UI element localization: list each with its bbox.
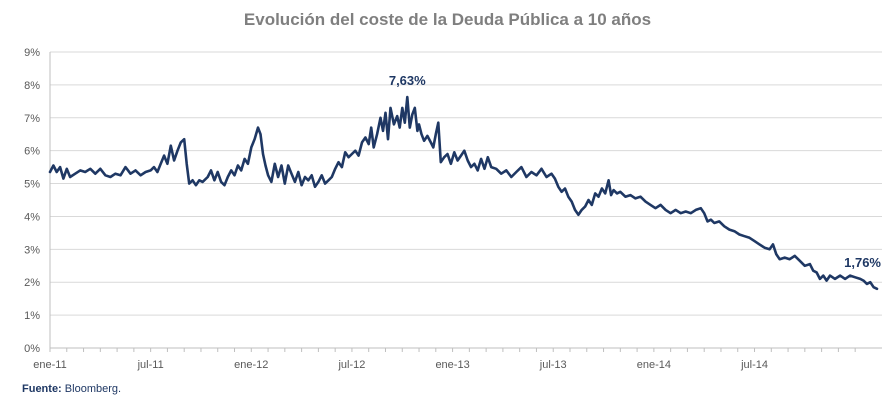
x-tick-label: ene-12 bbox=[234, 359, 268, 371]
grid-layer bbox=[50, 51, 882, 316]
x-tick-label: ene-13 bbox=[435, 359, 469, 371]
y-tick-label: 1% bbox=[24, 310, 40, 322]
source-text: Bloomberg. bbox=[64, 383, 122, 395]
y-tick-label: 7% bbox=[24, 113, 40, 125]
y-tick-label: 3% bbox=[24, 244, 40, 256]
x-tick-label: ene-14 bbox=[637, 359, 671, 371]
y-tick-label: 0% bbox=[24, 343, 40, 355]
y-tick-label: 5% bbox=[24, 179, 40, 191]
axis-layer: 0% 1% 2% 3% 4% 5% 6% 7% 8% 9% ene-11 jul-11 ene-12 ju… bbox=[24, 47, 882, 371]
y-tick-label: 2% bbox=[24, 277, 40, 289]
x-tick-label: ene-11 bbox=[33, 359, 66, 371]
x-tick-label: jul-13 bbox=[539, 359, 567, 371]
y-tick-label: 9% bbox=[24, 47, 40, 59]
x-tick-label: jul-14 bbox=[740, 359, 768, 371]
data-label: 1,76% bbox=[844, 255, 881, 270]
series-layer bbox=[48, 95, 879, 291]
data-label: 7,63% bbox=[389, 73, 426, 88]
y-tick-label: 6% bbox=[24, 146, 40, 158]
y-tick-label: 8% bbox=[24, 80, 40, 92]
series-line-0 bbox=[48, 95, 879, 291]
y-tick-label: 4% bbox=[24, 211, 40, 223]
x-tick-label: jul-11 bbox=[137, 359, 164, 371]
source-label: Fuente: bbox=[22, 383, 62, 395]
annotation-layer: 7,63% 1,76% bbox=[389, 73, 882, 270]
source-note: Fuente: Bloomberg. bbox=[22, 383, 121, 395]
x-tick-label: jul-12 bbox=[337, 359, 365, 371]
chart-title: Evolución del coste de la Deuda Pública … bbox=[243, 10, 652, 29]
